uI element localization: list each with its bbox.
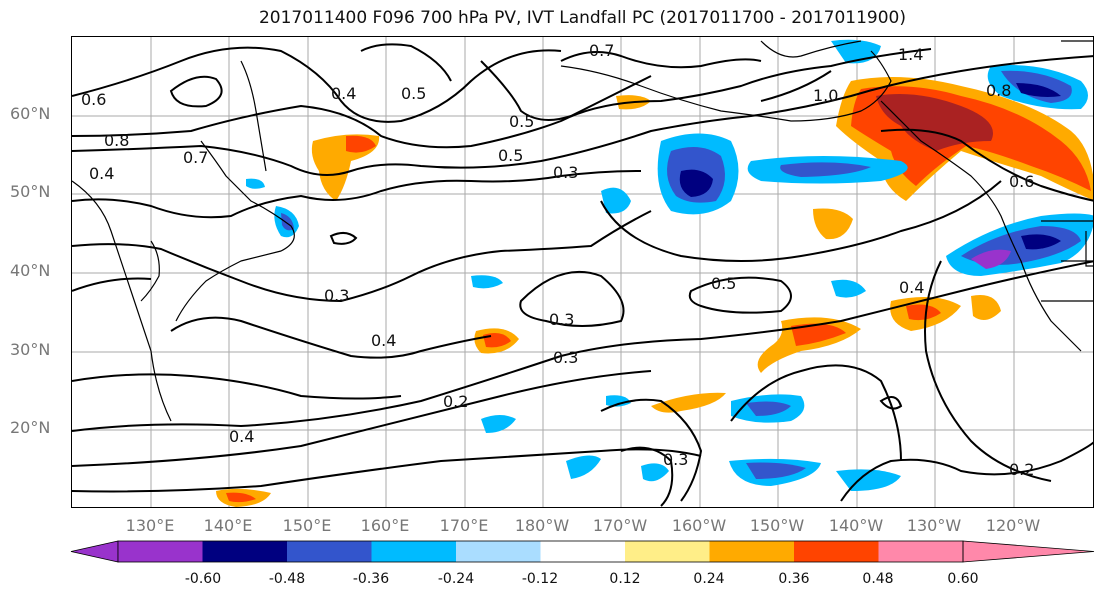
colorbar-tick-label: 0.60 <box>947 571 979 587</box>
contour-label: 0.3 <box>324 286 349 305</box>
colorbar-segment <box>118 541 203 562</box>
colorbar-segment <box>540 541 626 562</box>
colorbar-segment <box>625 541 710 562</box>
colorbar-tick-label: -0.24 <box>437 571 475 587</box>
lon-label-130w: 130°W <box>906 516 962 535</box>
contour-labels: 0.6 0.4 0.5 0.8 0.7 0.4 0.5 0.3 0.3 0.4 … <box>81 41 1034 479</box>
contour-label: 0.8 <box>104 131 129 150</box>
contour-label: 0.6 <box>1009 172 1034 191</box>
contour-label: 0.5 <box>401 84 426 103</box>
lon-label-150e: 150°E <box>282 516 332 535</box>
colorbar-segments <box>70 540 1095 563</box>
contour-label: 0.3 <box>553 163 578 182</box>
contour-label: 0.3 <box>663 450 688 469</box>
contour-label: 0.4 <box>371 331 396 350</box>
colorbar-segment <box>878 541 963 562</box>
map-panel: 0.6 0.4 0.5 0.8 0.7 0.4 0.5 0.3 0.3 0.4 … <box>71 36 1094 508</box>
coastlines <box>72 40 1093 422</box>
contour-label: 1.4 <box>898 45 923 64</box>
colorbar-segment <box>709 541 795 562</box>
lon-label-140e: 140°E <box>203 516 253 535</box>
colorbar-border <box>117 540 964 563</box>
colorbar-tick-label: 0.24 <box>693 571 725 587</box>
contour-label: 0.6 <box>81 90 106 109</box>
contour-label: 0.3 <box>549 310 574 329</box>
contour-label: 0.4 <box>331 84 356 103</box>
pv-contours <box>72 43 1093 507</box>
colorbar-segment <box>794 541 879 562</box>
lon-label-170w: 170°W <box>592 516 648 535</box>
lon-label-140w: 140°W <box>828 516 884 535</box>
contour-label: 0.8 <box>986 81 1011 100</box>
contour-label: 0.7 <box>183 148 208 167</box>
lat-label-40n: 40°N <box>10 261 51 280</box>
colorbar-tick-label: 0.36 <box>778 571 810 587</box>
colorbar-segment <box>202 541 288 562</box>
contour-label: 0.3 <box>553 348 578 367</box>
contour-label: 0.2 <box>1009 460 1034 479</box>
colorbar-tick-label: -0.36 <box>352 571 390 587</box>
lat-label-60n: 60°N <box>10 104 51 123</box>
contour-label: 0.4 <box>89 164 114 183</box>
colorbar-segment <box>456 541 541 562</box>
colorbar-extend-max <box>962 540 1095 563</box>
contour-label: 0.4 <box>229 427 254 446</box>
contour-label: 0.2 <box>443 392 468 411</box>
map-canvas: 0.6 0.4 0.5 0.8 0.7 0.4 0.5 0.3 0.3 0.4 … <box>72 37 1093 507</box>
lon-label-170e: 170°E <box>439 516 489 535</box>
lon-label-160w: 160°W <box>671 516 727 535</box>
colorbar-extend-min <box>70 540 119 563</box>
contour-label: 0.4 <box>899 278 924 297</box>
ivt-anomaly-shading <box>216 39 1093 507</box>
map-title: 2017011400 F096 700 hPa PV, IVT Landfall… <box>258 8 906 28</box>
colorbar-segment <box>371 541 457 562</box>
contour-label: 1.0 <box>813 86 838 105</box>
lon-label-150w: 150°W <box>749 516 805 535</box>
colorbar-tick-label: -0.48 <box>268 571 306 587</box>
lon-label-180w: 180°W <box>514 516 570 535</box>
lon-label-160e: 160°E <box>360 516 410 535</box>
colorbar-tick-label: -0.12 <box>521 571 559 587</box>
lon-label-120w: 120°W <box>985 516 1041 535</box>
contour-label: 0.5 <box>498 146 523 165</box>
lat-label-20n: 20°N <box>10 418 51 437</box>
colorbar-segment <box>287 541 372 562</box>
contour-label: 0.7 <box>589 41 614 60</box>
lat-label-50n: 50°N <box>10 182 51 201</box>
lat-label-30n: 30°N <box>10 340 51 359</box>
contour-label: 0.5 <box>509 112 534 131</box>
colorbar-tick-label: 0.12 <box>609 571 641 587</box>
colorbar-tick-label: 0.48 <box>862 571 894 587</box>
colorbar-tick-label: -0.60 <box>184 571 222 587</box>
colorbar <box>70 540 1095 563</box>
lon-label-130e: 130°E <box>125 516 175 535</box>
contour-label: 0.5 <box>711 274 736 293</box>
